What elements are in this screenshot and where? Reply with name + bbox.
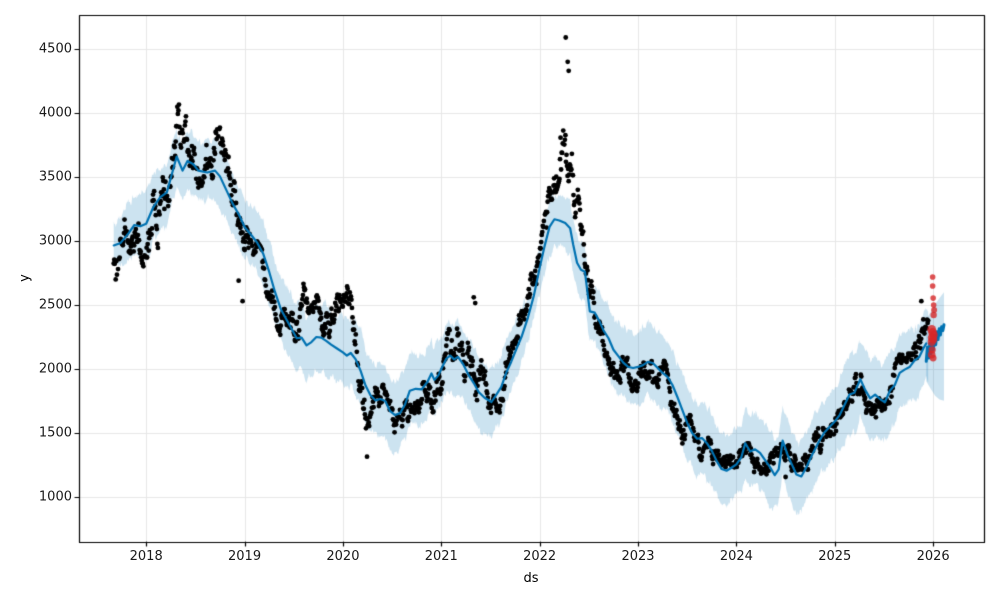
x-tick-label-2023: 2023 bbox=[621, 549, 655, 564]
x-tick-label-2022: 2022 bbox=[523, 549, 557, 564]
x-tick-label-2018: 2018 bbox=[129, 549, 163, 564]
x-tick-label-2024: 2024 bbox=[719, 549, 753, 564]
x-tick-label-2021: 2021 bbox=[424, 549, 458, 564]
x-axis-label: ds bbox=[523, 571, 539, 586]
y-axis-label: y bbox=[17, 274, 33, 282]
y-tick-label-4000: 4000 bbox=[38, 105, 72, 121]
y-tick-label-1500: 1500 bbox=[38, 425, 72, 441]
y-tick-label-3000: 3000 bbox=[38, 233, 72, 249]
y-tick-label-4500: 4500 bbox=[38, 41, 72, 57]
x-tick-label-2020: 2020 bbox=[326, 549, 360, 564]
x-tick-label-2025: 2025 bbox=[818, 549, 852, 564]
y-tick-label-1000: 1000 bbox=[38, 489, 72, 505]
x-tick-label-2019: 2019 bbox=[228, 549, 262, 564]
x-tick-label-2026: 2026 bbox=[916, 549, 950, 564]
y-tick-label-2500: 2500 bbox=[38, 297, 72, 313]
y-tick-label-3500: 3500 bbox=[38, 169, 72, 185]
y-tick-label-2000: 2000 bbox=[38, 361, 72, 377]
